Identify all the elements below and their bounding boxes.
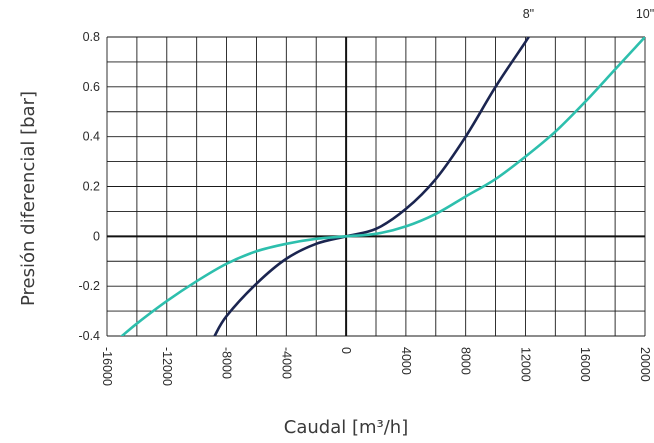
series-label-0: 8" <box>523 7 534 21</box>
axes <box>107 37 645 336</box>
y-tick-label: -0.4 <box>78 329 100 343</box>
tick-labels: 0.8 0.6 0.4 0.2 0 -0.2 -0.4-16000 -12000 -8000 -4… <box>78 30 652 386</box>
x-tick-label: -4000 <box>279 347 293 379</box>
series-line-1 <box>120 37 645 336</box>
x-tick-label: -12000 <box>160 347 174 386</box>
grid <box>106 36 646 337</box>
series-label-1: 10" <box>636 7 654 21</box>
x-tick-label: 0 <box>339 347 353 354</box>
y-tick-label: -0.2 <box>78 279 100 293</box>
series-line-0 <box>213 37 531 336</box>
y-tick-label: 0.6 <box>83 80 100 94</box>
y-tick-label: 0.8 <box>83 30 100 44</box>
x-tick-label: -16000 <box>100 347 114 386</box>
x-tick-label: 12000 <box>518 347 532 382</box>
x-tick-label: 20000 <box>638 347 652 382</box>
y-tick-label: 0.2 <box>83 180 100 194</box>
y-tick-label: 0 <box>93 229 100 243</box>
x-axis-title: Caudal [m³/h] <box>284 417 408 438</box>
y-axis-title: Presión diferencial [bar] <box>18 91 39 306</box>
x-tick-label: 4000 <box>399 347 413 375</box>
x-tick-label: 16000 <box>578 347 592 382</box>
series-lines <box>120 37 645 336</box>
series-labels: 8" 10" <box>523 7 654 21</box>
y-tick-label: 0.4 <box>83 130 100 144</box>
x-tick-label: -8000 <box>220 347 234 379</box>
x-tick-label: 8000 <box>459 347 473 375</box>
